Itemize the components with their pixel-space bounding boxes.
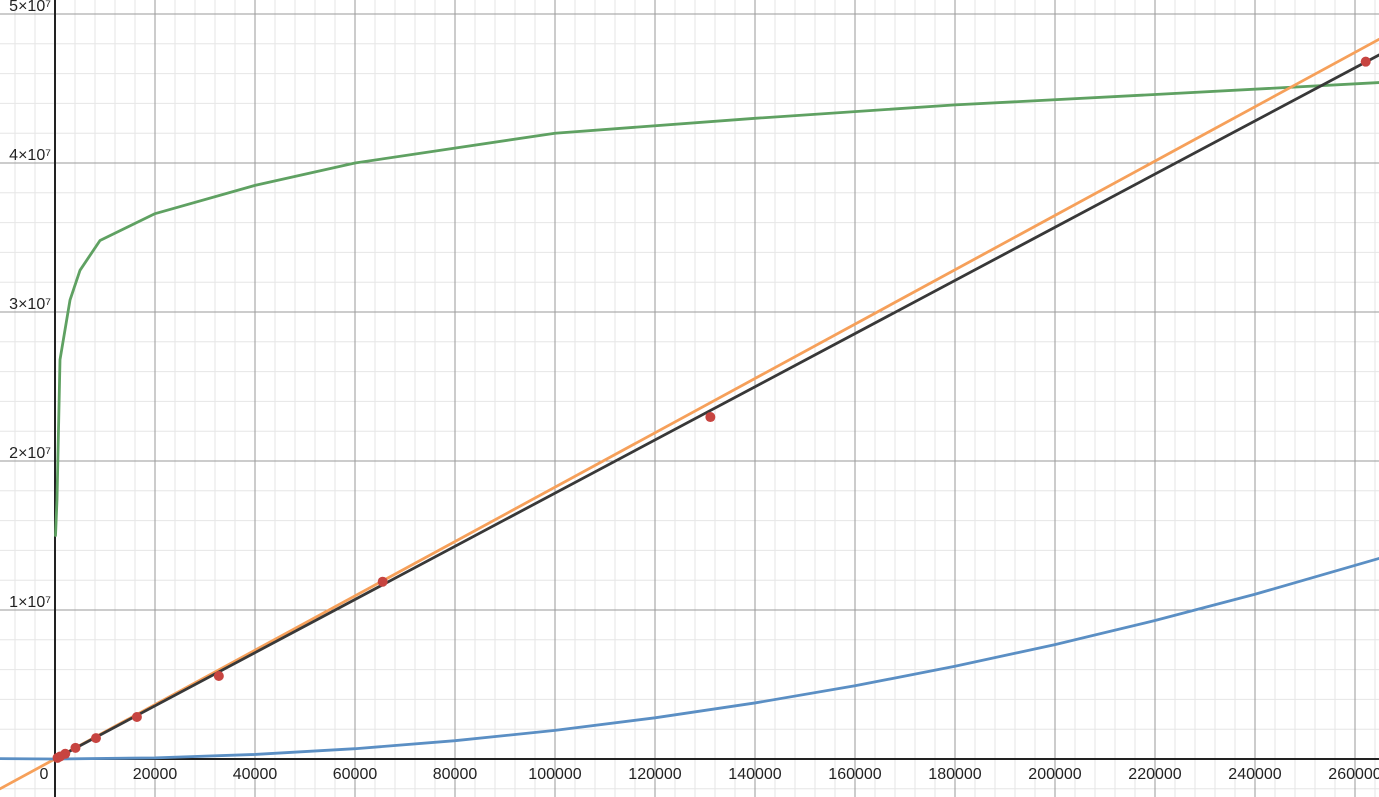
- point: [60, 748, 71, 759]
- x-tick-label: 20000: [133, 766, 178, 783]
- point: [131, 711, 142, 722]
- y-tick-label: 2×10⁷: [9, 445, 51, 462]
- curve: [0, 557, 1379, 761]
- curve: [54, 81, 1379, 537]
- point: [90, 733, 101, 744]
- point: [213, 671, 224, 682]
- x-tick-label: 100000: [528, 766, 581, 783]
- curve: [0, 37, 1379, 791]
- x-tick-label: 200000: [1028, 766, 1081, 783]
- y-tick-label: 3×10⁷: [9, 296, 51, 313]
- x-tick-label: 60000: [333, 766, 378, 783]
- point: [1360, 56, 1371, 67]
- x-tick-label: 160000: [828, 766, 881, 783]
- y-tick-label: 1×10⁷: [9, 594, 51, 611]
- x-tick-label: 240000: [1228, 766, 1281, 783]
- point: [377, 576, 388, 587]
- plot-area: [0, 37, 1379, 791]
- point: [70, 742, 81, 753]
- x-tick-label: 120000: [628, 766, 681, 783]
- x-tick-label: 40000: [233, 766, 278, 783]
- x-tick-label: 220000: [1128, 766, 1181, 783]
- x-tick-label: 260000: [1328, 766, 1379, 783]
- tick-labels: 0 20000 40000 60000 80000 100000 120000 140000 1…: [9, 0, 1379, 783]
- x-tick-label: 180000: [928, 766, 981, 783]
- x-tick-label: 0: [40, 766, 49, 783]
- y-tick-label: 4×10⁷: [9, 147, 51, 164]
- curve: [53, 53, 1379, 761]
- x-tick-label: 80000: [433, 766, 478, 783]
- y-tick-label: 5×10⁷: [9, 0, 51, 15]
- point: [705, 412, 716, 423]
- x-tick-label: 140000: [728, 766, 781, 783]
